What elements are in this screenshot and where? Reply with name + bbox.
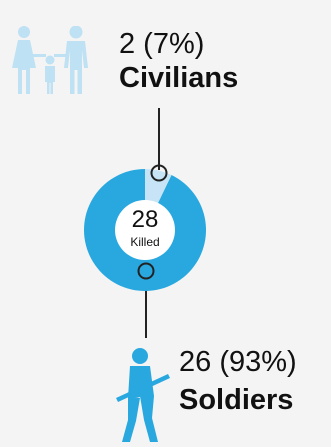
civilians-count: 2 (7%) — [119, 28, 205, 60]
civilians-marker — [150, 164, 168, 182]
civilians-label: Civilians — [119, 62, 239, 94]
total-killed-label: Killed — [130, 235, 160, 249]
soldiers-marker — [137, 262, 155, 280]
family-icon — [12, 26, 88, 94]
soldier-icon — [116, 348, 170, 442]
soldiers-count: 26 (93%) — [179, 346, 297, 378]
soldiers-label: Soldiers — [179, 384, 294, 416]
total-killed-value: 28 — [131, 206, 159, 233]
donut-center — [115, 200, 175, 260]
